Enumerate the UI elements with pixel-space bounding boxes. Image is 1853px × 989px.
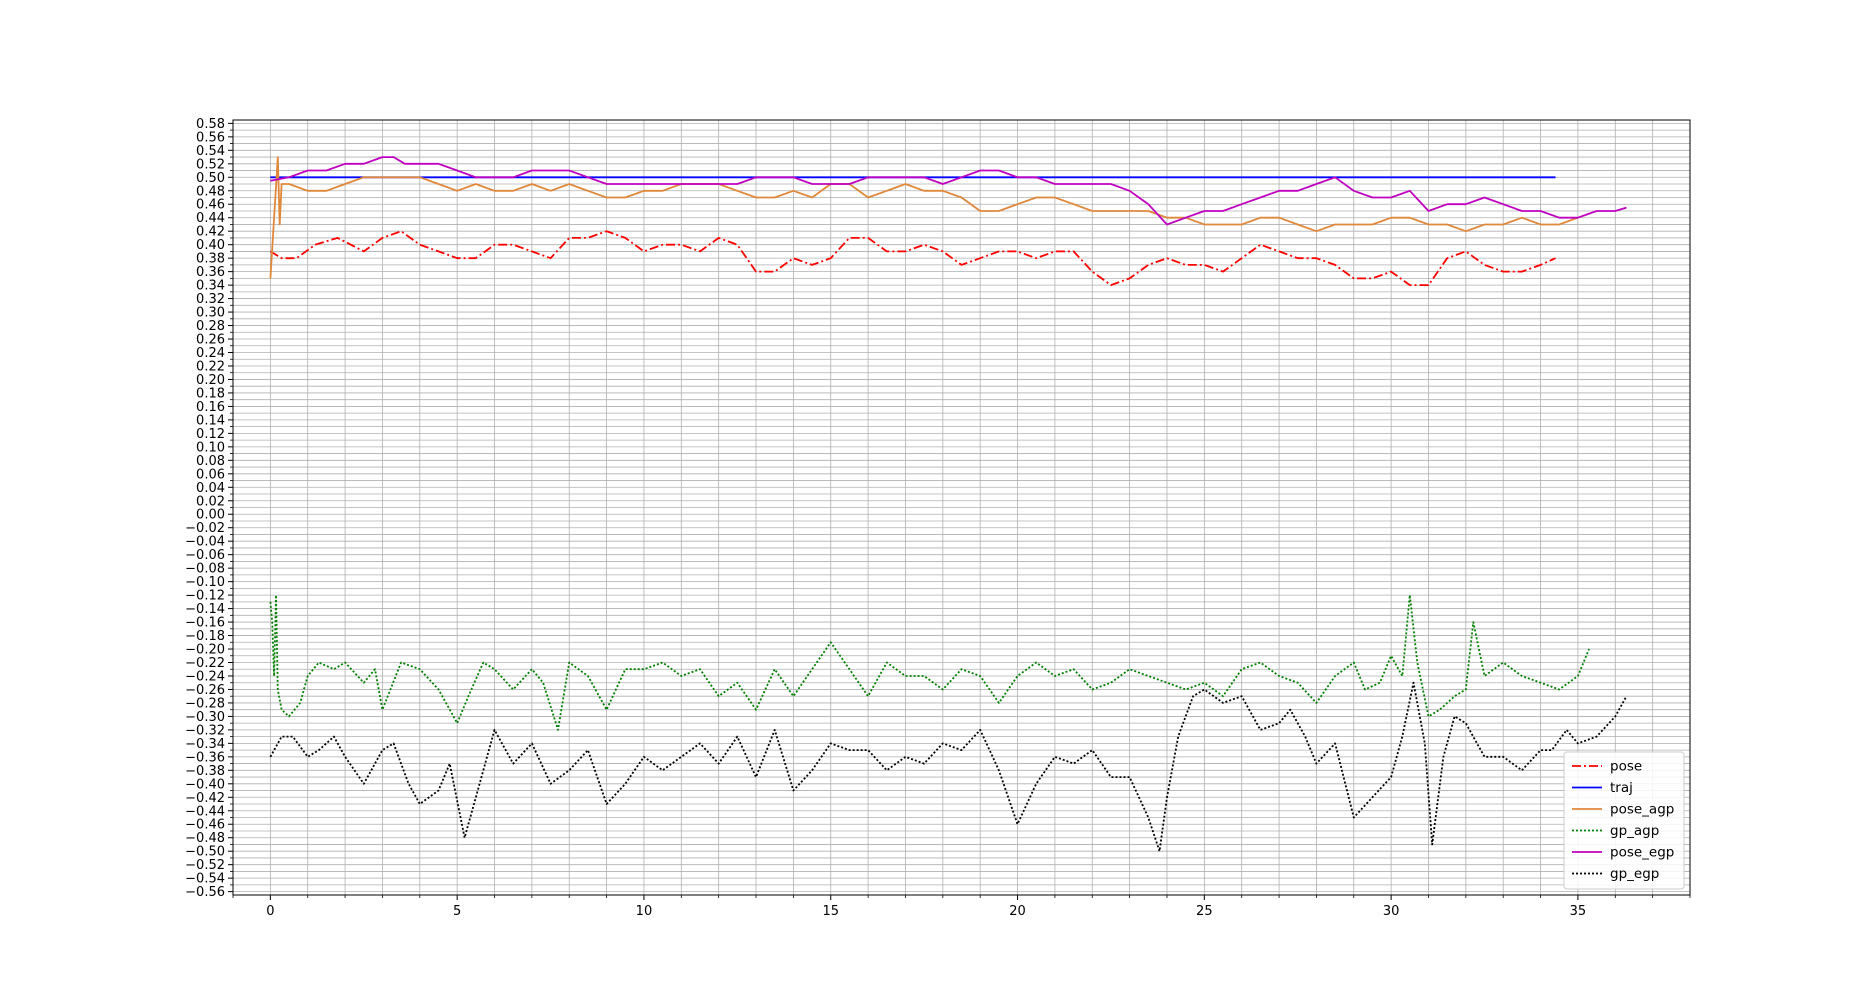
legend-label-gp_agp: gp_agp bbox=[1610, 823, 1659, 839]
y-tick-label: −0.08 bbox=[185, 562, 225, 577]
y-tick-label: −0.04 bbox=[185, 535, 225, 550]
y-tick-label: −0.34 bbox=[185, 737, 225, 752]
y-tick-label: 0.42 bbox=[196, 225, 225, 240]
y-tick-label: 0.10 bbox=[196, 440, 225, 455]
y-tick-label: −0.56 bbox=[185, 885, 225, 900]
y-tick-label: −0.16 bbox=[185, 616, 225, 631]
y-tick-label: 0.44 bbox=[196, 211, 225, 226]
y-tick-label: 0.02 bbox=[196, 494, 225, 509]
series-line-pose bbox=[269, 230, 1556, 286]
y-tick-label: 0.18 bbox=[196, 386, 225, 401]
legend-label-pose: pose bbox=[1610, 759, 1642, 775]
y-tick-label: 0.12 bbox=[196, 427, 225, 442]
y-tick-label: 0.46 bbox=[196, 198, 225, 213]
legend-label-pose_agp: pose_agp bbox=[1610, 802, 1674, 818]
y-tick-label: −0.54 bbox=[185, 872, 225, 887]
y-tick-label: −0.22 bbox=[185, 656, 225, 671]
x-tick-label: 35 bbox=[1570, 904, 1587, 919]
y-tick-label: 0.14 bbox=[196, 413, 225, 428]
y-tick-label: −0.20 bbox=[185, 643, 225, 658]
x-tick-label: 20 bbox=[1009, 904, 1026, 919]
y-tick-label: 0.16 bbox=[196, 400, 225, 415]
y-tick-label: −0.10 bbox=[185, 575, 225, 590]
series-line-gp_egp bbox=[269, 681, 1628, 853]
y-tick-label: 0.26 bbox=[196, 333, 225, 348]
y-tick-label: −0.44 bbox=[185, 804, 225, 819]
y-tick-label: −0.52 bbox=[185, 858, 225, 873]
y-tick-label: −0.48 bbox=[185, 831, 225, 846]
y-tick-label: −0.06 bbox=[185, 548, 225, 563]
x-tick-label: 30 bbox=[1383, 904, 1400, 919]
x-axis: 0 5 10 15 20 25 30 35 bbox=[232, 895, 1691, 919]
y-tick-label: 0.40 bbox=[196, 238, 225, 253]
y-tick-label: 0.00 bbox=[196, 508, 225, 523]
y-tick-label: −0.24 bbox=[185, 669, 225, 684]
y-tick-label: 0.38 bbox=[196, 252, 225, 267]
y-tick-label: 0.06 bbox=[196, 467, 225, 482]
y-tick-label: −0.28 bbox=[185, 696, 225, 711]
series-line-gp_agp bbox=[269, 594, 1590, 731]
y-tick-label: −0.42 bbox=[185, 791, 225, 806]
y-tick-label: −0.14 bbox=[185, 602, 225, 617]
y-tick-label: −0.30 bbox=[185, 710, 225, 725]
y-tick-label: 0.52 bbox=[196, 157, 225, 172]
legend-label-traj: traj bbox=[1610, 780, 1633, 796]
legend: pose traj pose_agp gp_agp pose_egp gp_egp bbox=[1563, 751, 1685, 890]
y-tick-label: 0.32 bbox=[196, 292, 225, 307]
y-tick-label: −0.40 bbox=[185, 777, 225, 792]
y-tick-label: −0.36 bbox=[185, 750, 225, 765]
y-tick-label: 0.58 bbox=[196, 117, 225, 132]
x-tick-label: 10 bbox=[636, 904, 653, 919]
legend-label-pose_egp: pose_egp bbox=[1610, 845, 1674, 861]
y-tick-label: −0.50 bbox=[185, 845, 225, 860]
legend-box bbox=[1563, 751, 1685, 890]
y-tick-label: 0.20 bbox=[196, 373, 225, 388]
y-tick-label: 0.36 bbox=[196, 265, 225, 280]
y-tick-label: 0.34 bbox=[196, 279, 225, 294]
y-tick-label: 0.28 bbox=[196, 319, 225, 334]
x-tick-label: 25 bbox=[1196, 904, 1213, 919]
y-tick-label: 0.48 bbox=[196, 184, 225, 199]
y-tick-label: −0.02 bbox=[185, 521, 225, 536]
y-tick-label: −0.46 bbox=[185, 818, 225, 833]
y-tick-label: −0.18 bbox=[185, 629, 225, 644]
y-tick-label: 0.22 bbox=[196, 359, 225, 374]
y-tick-label: 0.30 bbox=[196, 306, 225, 321]
y-tick-label: 0.56 bbox=[196, 130, 225, 145]
x-tick-label: 15 bbox=[822, 904, 839, 919]
series-line-pose_agp bbox=[269, 156, 1579, 279]
x-tick-label: 0 bbox=[266, 904, 274, 919]
y-axis: 0.580.560.540.520.500.480.460.440.420.40… bbox=[185, 117, 233, 900]
y-tick-label: −0.38 bbox=[185, 764, 225, 779]
y-tick-label: −0.12 bbox=[185, 589, 225, 604]
y-tick-label: 0.50 bbox=[196, 171, 225, 186]
y-tick-label: 0.24 bbox=[196, 346, 225, 361]
series-line-pose_egp bbox=[270, 156, 1627, 226]
legend-label-gp_egp: gp_egp bbox=[1610, 866, 1659, 882]
y-tick-label: 0.04 bbox=[196, 481, 225, 496]
y-tick-label: 0.54 bbox=[196, 144, 225, 159]
y-tick-label: 0.08 bbox=[196, 454, 225, 469]
x-tick-label: 5 bbox=[453, 904, 461, 919]
grid bbox=[232, 120, 1691, 895]
y-tick-label: −0.32 bbox=[185, 723, 225, 738]
y-tick-label: −0.26 bbox=[185, 683, 225, 698]
series-lines bbox=[269, 156, 1628, 853]
